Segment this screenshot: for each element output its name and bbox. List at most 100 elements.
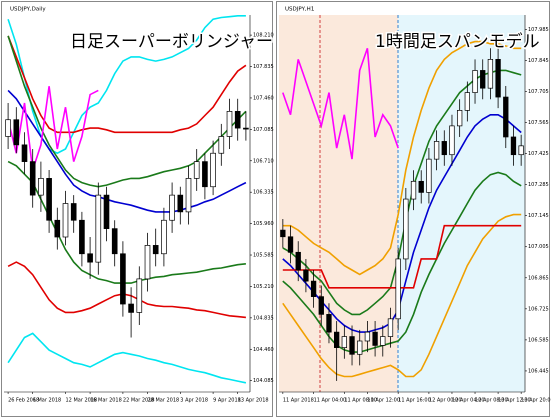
candle-body <box>54 219 61 238</box>
y-tick-label: 107.460 <box>253 95 274 101</box>
x-tick-label: 11 Apr 16:00 <box>398 398 431 404</box>
x-tick-label: 11 Apr 12:00 <box>367 398 400 404</box>
candle-body <box>120 253 126 305</box>
candle-body <box>357 340 363 355</box>
y-tick-label: 107.705 <box>528 89 549 95</box>
candle-body <box>128 303 134 313</box>
chart-title: 日足スーパーボリンジャー <box>70 32 273 52</box>
y-tick-label: 107.145 <box>528 213 549 219</box>
y-tick-label: 106.585 <box>528 337 549 343</box>
y-tick-label: 106.865 <box>528 275 549 281</box>
y-tick-label: 107.845 <box>528 58 549 64</box>
candle-body <box>403 198 409 260</box>
indicator-line <box>7 261 246 319</box>
candle-body <box>70 203 77 221</box>
x-tick-label: 16 Mar 2018 <box>90 398 122 404</box>
y-tick-label: 104.835 <box>253 315 274 321</box>
x-tick-label: 22 Mar 2018 <box>123 398 155 404</box>
y-tick-label: 107.425 <box>528 151 549 157</box>
candle-body <box>243 127 249 130</box>
x-tick-label: 3 Apr 2018 <box>180 398 208 404</box>
y-tick-label: 105.585 <box>253 253 274 259</box>
candle-body <box>161 219 167 255</box>
candle-body <box>46 178 52 221</box>
candle-body <box>5 119 11 137</box>
candle-body <box>152 245 159 255</box>
window-header: USDJPY,H1 <box>285 7 314 13</box>
x-tick-label: 11 Apr 2018 <box>283 398 314 404</box>
x-tick-label: 6 Mar 2018 <box>33 398 62 404</box>
indicator-line <box>7 332 247 384</box>
candle-body <box>13 119 20 146</box>
candle-body <box>310 280 317 297</box>
candle-body <box>210 152 216 188</box>
indicator-line <box>282 224 522 289</box>
x-tick-label: 11 Apr 04:00 <box>314 398 347 404</box>
candle-body <box>503 96 509 138</box>
x-tick-label: 28 Mar 2018 <box>148 398 180 404</box>
session-zone <box>398 15 525 392</box>
y-tick-label: 106.445 <box>528 368 549 374</box>
y-tick-label: 105.210 <box>253 284 274 290</box>
x-tick-label: 12 Apr 00:00 <box>429 398 462 404</box>
candle-body <box>295 251 301 271</box>
candle-body <box>144 245 151 280</box>
candle-body <box>169 194 175 221</box>
plot-area <box>5 15 249 384</box>
y-tick-label: 107.565 <box>528 120 549 126</box>
candle-body <box>177 194 184 213</box>
y-tick-label: 107.985 <box>528 27 549 33</box>
x-tick-label: 13 Apr 2018 <box>238 398 269 404</box>
candle-body <box>433 141 440 160</box>
candle-body <box>341 336 348 348</box>
indicator-line <box>282 171 522 353</box>
candle-body <box>457 110 463 127</box>
y-tick-label: 107.285 <box>528 182 549 188</box>
y-tick-label: 104.085 <box>253 378 274 384</box>
candle-body <box>280 229 286 238</box>
candle-body <box>185 178 192 213</box>
y-tick-label: 106.335 <box>253 190 274 196</box>
candle-body <box>510 136 517 156</box>
candle-body <box>193 161 200 179</box>
candle-body <box>62 203 69 238</box>
candle-body <box>410 180 417 200</box>
y-tick-label: 107.835 <box>253 64 274 70</box>
candle-body <box>136 278 143 313</box>
candle-body <box>234 110 241 129</box>
y-tick-label: 107.085 <box>253 127 274 133</box>
candle-body <box>372 331 378 346</box>
x-tick-label: 26 Feb 2018 <box>8 398 39 404</box>
plot-area <box>280 40 524 381</box>
chart-title: 1時間足スパンモデル <box>375 31 540 52</box>
indicator-line <box>282 40 522 276</box>
y-tick-label: 106.710 <box>253 158 274 164</box>
candle-body <box>202 161 208 188</box>
candle-body <box>441 141 447 156</box>
candle-body <box>395 258 401 320</box>
candle-body <box>449 125 455 156</box>
candle-body <box>472 70 478 93</box>
candle-body <box>349 336 355 355</box>
indicator-line <box>7 86 99 171</box>
x-tick-label: 12 Mar 2018 <box>66 398 98 404</box>
x-tick-label: 9 Apr 2018 <box>213 398 241 404</box>
candle-body <box>418 180 424 193</box>
x-tick-label: 12 Apr 08:00 <box>475 398 508 404</box>
candle-body <box>287 236 294 253</box>
candle-body <box>480 70 486 89</box>
indicator-line <box>7 35 247 134</box>
candle-body <box>21 144 28 162</box>
indicator-line <box>7 89 247 213</box>
y-tick-label: 105.960 <box>253 221 274 227</box>
x-tick-label: 13 Apr 20:00 <box>521 398 551 404</box>
candle-body <box>38 178 44 196</box>
x-tick-label: 11 Apr 08:00 <box>344 398 377 404</box>
candle-body <box>95 194 102 263</box>
candle-body <box>87 253 93 263</box>
candle-body <box>29 161 36 196</box>
indicator-line <box>282 48 399 160</box>
y-tick-label: 107.005 <box>528 244 549 250</box>
candle-body <box>518 145 524 156</box>
